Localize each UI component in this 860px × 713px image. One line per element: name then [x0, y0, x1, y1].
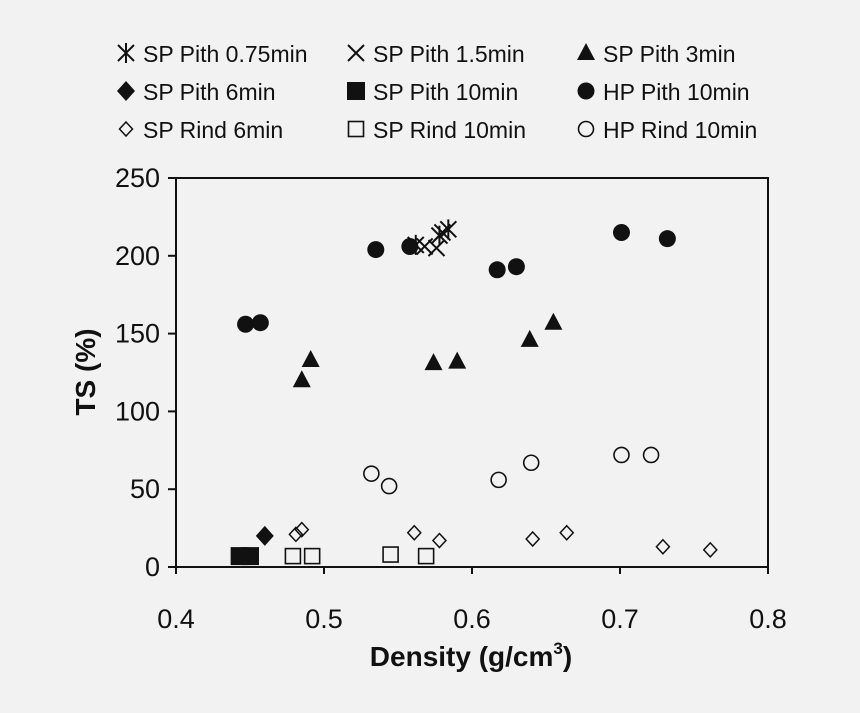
- legend-label: SP Pith 3min: [603, 41, 736, 67]
- x-axis-title: Density (g/cm3): [370, 639, 572, 672]
- data-point: [382, 546, 399, 563]
- data-point: [406, 524, 422, 541]
- data-point: [237, 315, 255, 333]
- legend-label: SP Pith 10min: [373, 79, 518, 105]
- series-hp-pith-10min: [237, 223, 676, 333]
- legend: SP Pith 0.75min SP Pith 1.5min SP Pith 3mi…: [117, 41, 757, 143]
- data-point: [490, 471, 507, 489]
- series-sp-rind-6min: [288, 521, 718, 558]
- data-point: [401, 237, 419, 255]
- x-tick-label: 0.5: [305, 604, 343, 634]
- data-point: [301, 350, 320, 368]
- legend-item: HP Pith 10min: [577, 79, 750, 105]
- legend-marker: [118, 120, 134, 138]
- data-point: [303, 547, 321, 565]
- y-tick-label: 0: [145, 552, 160, 582]
- x-axis-title-suffix: ): [563, 641, 572, 672]
- data-point: [288, 526, 304, 543]
- data-point: [367, 241, 385, 259]
- data-point: [439, 219, 458, 240]
- data-point: [294, 521, 310, 538]
- legend-item: SP Pith 3min: [577, 41, 736, 67]
- legend-marker: [347, 82, 365, 100]
- y-tick-label: 100: [115, 396, 160, 426]
- data-point: [255, 525, 274, 546]
- series-sp-pith-1-5min: [415, 223, 452, 257]
- data-point: [642, 446, 660, 464]
- legend-label: SP Pith 0.75min: [143, 41, 308, 67]
- data-point: [251, 314, 269, 332]
- legend-marker: [347, 120, 365, 138]
- legend-label: HP Pith 10min: [603, 79, 750, 105]
- x-tick-label: 0.6: [453, 604, 491, 634]
- data-point: [488, 261, 506, 279]
- data-point: [507, 258, 525, 276]
- data-point: [284, 547, 302, 565]
- data-point: [702, 541, 718, 558]
- series-sp-pith-3min: [292, 312, 563, 388]
- data-point: [544, 312, 563, 330]
- data-point: [292, 370, 311, 388]
- data-point: [658, 230, 676, 248]
- legend-item: SP Pith 6min: [117, 79, 276, 105]
- data-point: [448, 351, 467, 369]
- data-point: [613, 446, 630, 464]
- y-axis: 0 50 100 150 200 250: [115, 163, 176, 582]
- legend-label: SP Rind 6min: [143, 117, 283, 143]
- series-sp-pith-10min: [230, 547, 259, 566]
- legend-marker: [117, 43, 135, 63]
- data-point: [520, 329, 539, 347]
- y-tick-label: 50: [130, 474, 160, 504]
- x-axis-title-main: Density (g/cm: [370, 641, 554, 672]
- data-point: [655, 538, 671, 555]
- data-point: [424, 353, 443, 371]
- plot-area-frame: [175, 177, 769, 568]
- legend-label: SP Pith 1.5min: [373, 41, 525, 67]
- data-point: [241, 547, 259, 566]
- legend-marker: [117, 81, 135, 101]
- x-axis: 0.4 0.5 0.6 0.7 0.8: [157, 567, 787, 634]
- legend-item: SP Pith 1.5min: [347, 41, 525, 67]
- data-point: [612, 223, 630, 241]
- series-sp-rind-10min: [284, 546, 435, 565]
- y-tick-label: 250: [115, 163, 160, 193]
- series-hp-rind-10min: [363, 446, 660, 495]
- legend-label: HP Rind 10min: [603, 117, 757, 143]
- legend-label: SP Rind 10min: [373, 117, 526, 143]
- data-point: [433, 223, 452, 242]
- legend-marker: [347, 44, 365, 62]
- data-point: [417, 547, 435, 565]
- legend-label: SP Pith 6min: [143, 79, 276, 105]
- x-tick-label: 0.4: [157, 604, 195, 634]
- y-tick-label: 150: [115, 319, 160, 349]
- data-point: [427, 239, 446, 257]
- x-axis-title-superscript: 3: [553, 639, 562, 658]
- legend-item: SP Rind 6min: [118, 117, 283, 143]
- legend-item: SP Rind 10min: [347, 117, 526, 143]
- legend-marker: [577, 43, 595, 60]
- y-tick-label: 200: [115, 241, 160, 271]
- y-axis-title: TS (%): [70, 328, 101, 415]
- legend-item: HP Rind 10min: [577, 117, 757, 143]
- legend-marker: [577, 82, 595, 100]
- series-sp-pith-6min: [255, 525, 274, 546]
- data-point: [363, 465, 380, 482]
- data-point: [525, 530, 541, 548]
- x-tick-label: 0.7: [601, 604, 639, 634]
- data-point: [559, 524, 575, 541]
- legend-marker: [577, 120, 595, 138]
- legend-item: SP Pith 0.75min: [117, 41, 308, 67]
- data-marks: [230, 219, 718, 566]
- data-point: [380, 477, 398, 495]
- x-tick-label: 0.8: [749, 604, 787, 634]
- data-point: [522, 454, 540, 472]
- legend-item: SP Pith 10min: [347, 79, 518, 105]
- data-point: [431, 532, 447, 549]
